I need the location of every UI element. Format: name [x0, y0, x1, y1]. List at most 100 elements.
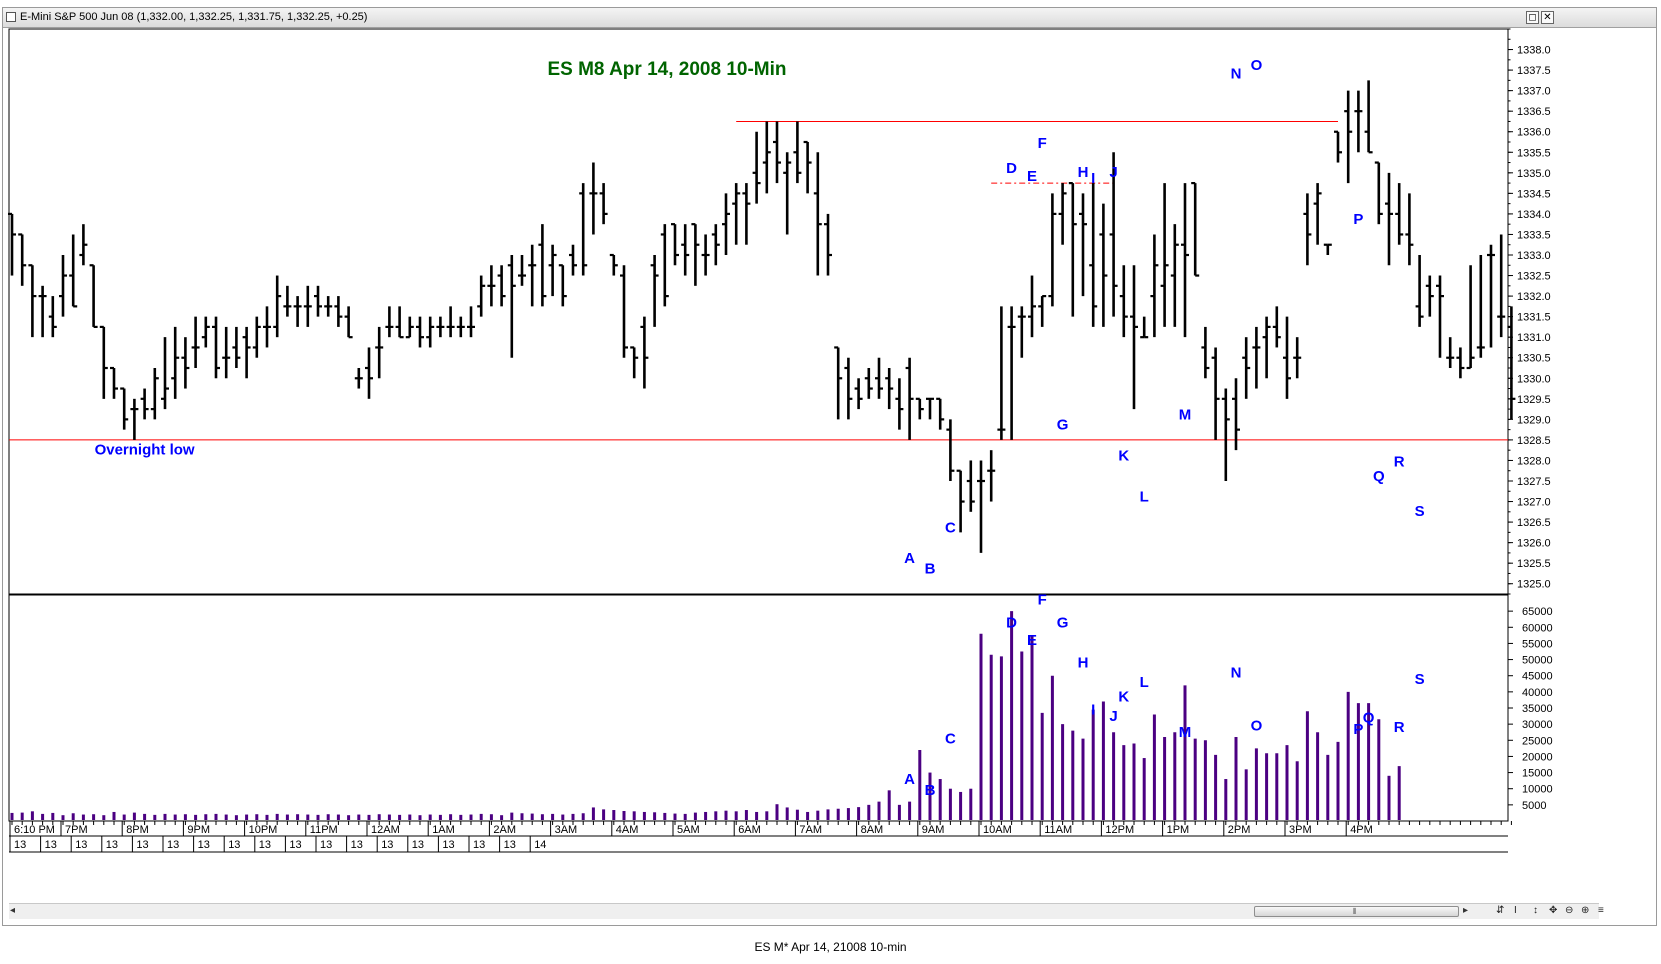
window-titlebar[interactable]: E-Mini S&P 500 Jun 08 (1,332.00, 1,332.2…	[3, 8, 1656, 28]
ohlc-bar	[762, 121, 771, 194]
time-tick-label: 6:10 PM	[14, 824, 55, 836]
price-tick-label: 1338.0	[1517, 45, 1551, 57]
ohlc-bar	[650, 255, 659, 327]
date-tick-label: 13	[75, 839, 87, 851]
ohlc-bar	[864, 368, 873, 399]
price-tick-label: 1337.5	[1517, 65, 1551, 77]
volume-annotation: O	[1251, 718, 1263, 735]
price-tick-label: 1333.5	[1517, 229, 1551, 241]
ohlc-bar	[1354, 90, 1363, 153]
zoom-vertical-icon[interactable]: ↕	[1533, 905, 1538, 916]
ohlc-bar	[120, 387, 129, 430]
price-tick-label: 1328.5	[1517, 435, 1551, 447]
ohlc-bar	[1252, 326, 1261, 389]
zoom-out-icon[interactable]: ⊖	[1565, 905, 1574, 916]
ohlc-bar	[222, 326, 231, 379]
volume-annotation: S	[1415, 671, 1425, 688]
ohlc-bar	[722, 193, 730, 255]
volume-annotation: D	[1006, 614, 1017, 631]
price-tick-label: 1337.0	[1517, 86, 1551, 98]
price-tick-label: 1332.5	[1517, 271, 1551, 283]
ohlc-bar	[314, 285, 322, 317]
price-tick-label: 1325.5	[1517, 558, 1551, 570]
ohlc-bar	[691, 223, 700, 286]
ohlc-bar	[875, 357, 883, 399]
horizontal-scrollbar[interactable]: ◂ ⦀ ▸ ⇵ I ↕ ✥ ⊖ ⊕ ≡	[9, 903, 1604, 919]
volume-tick-label: 15000	[1522, 768, 1553, 780]
ohlc-bar	[150, 368, 159, 420]
time-tick-label: 4PM	[1350, 824, 1373, 836]
price-tick-label: 1334.0	[1517, 209, 1551, 221]
volume-tick-label: 30000	[1522, 719, 1553, 731]
price-tick-label: 1335.5	[1517, 147, 1551, 159]
ohlc-bar	[191, 316, 200, 368]
ohlc-bar	[711, 224, 720, 266]
ohlc-bar	[69, 234, 78, 308]
volume-tick-label: 50000	[1522, 655, 1553, 667]
price-tick-label: 1328.0	[1517, 455, 1551, 467]
ohlc-bar	[956, 469, 965, 533]
scroll-marks-icon[interactable]: ⇵	[1496, 905, 1505, 916]
ohlc-bar	[467, 306, 475, 338]
price-tick-label: 1330.5	[1517, 353, 1551, 365]
price-tick-label: 1329.5	[1517, 394, 1551, 406]
ohlc-bar	[334, 296, 343, 327]
date-tick-label: 13	[289, 839, 301, 851]
volume-tick-label: 40000	[1522, 687, 1553, 699]
ohlc-bar	[1109, 152, 1118, 317]
volume-annotation: E	[1027, 632, 1037, 649]
volume-tick-label: 10000	[1522, 784, 1553, 796]
restore-button[interactable]: ◻	[1526, 11, 1539, 24]
ohlc-bar	[1334, 130, 1342, 163]
scroll-right-arrow-icon[interactable]: ▸	[1463, 905, 1469, 916]
ohlc-bar	[1415, 255, 1424, 327]
volume-tick-label: 55000	[1522, 638, 1553, 650]
time-tick-label: 5AM	[677, 824, 700, 836]
ohlc-bar	[1130, 265, 1138, 410]
cursor-bar-icon[interactable]: I	[1514, 905, 1517, 916]
time-tick-label: 8AM	[861, 824, 884, 836]
date-tick-label: 13	[14, 839, 26, 851]
time-tick-label: 4AM	[616, 824, 639, 836]
volume-bars	[10, 611, 1401, 820]
volume-annotation: N	[1231, 664, 1242, 681]
ohlc-bar	[640, 316, 649, 389]
price-tick-label: 1326.0	[1517, 538, 1551, 550]
more-menu-icon[interactable]: ≡	[1598, 905, 1604, 916]
ohlc-bar	[1476, 255, 1485, 358]
price-annotation: E	[1027, 168, 1037, 185]
price-annotation: J	[1109, 164, 1117, 181]
ohlc-bar	[354, 368, 363, 389]
price-annotation: Overnight low	[95, 441, 195, 458]
zoom-in-icon[interactable]: ⊕	[1581, 905, 1590, 916]
ohlc-bar	[1079, 193, 1087, 297]
ohlc-bar	[1385, 172, 1393, 266]
ohlc-bar	[528, 244, 537, 307]
ohlc-bar	[1160, 183, 1169, 327]
ohlc-bar	[324, 296, 333, 317]
price-tick-label: 1325.0	[1517, 579, 1551, 591]
ohlc-bar	[273, 275, 282, 338]
ohlc-bar	[660, 224, 669, 307]
price-tick-label: 1331.0	[1517, 332, 1551, 344]
ohlc-bar	[609, 253, 618, 276]
ohlc-bar	[844, 357, 853, 420]
ohlc-bar	[1374, 161, 1383, 225]
ohlc-bar	[497, 265, 506, 307]
ohlc-bar	[1150, 234, 1159, 338]
scroll-thumb[interactable]: ⦀	[1254, 906, 1459, 917]
ohlc-bar	[926, 397, 934, 420]
close-button[interactable]: ✕	[1541, 11, 1554, 24]
date-tick-label: 13	[228, 839, 240, 851]
ohlc-bar	[1364, 80, 1373, 154]
figure-caption: ES M* Apr 14, 21008 10-min	[754, 940, 907, 954]
ohlc-bar	[630, 346, 639, 379]
price-annotation: K	[1118, 447, 1129, 464]
ohlc-bar	[1028, 275, 1036, 338]
pan-icon[interactable]: ✥	[1549, 905, 1558, 916]
price-annotation: B	[925, 560, 936, 577]
scroll-left-arrow-icon[interactable]: ◂	[10, 905, 16, 916]
ohlc-bar	[1119, 265, 1128, 338]
price-tick-label: 1335.0	[1517, 168, 1551, 180]
ohlc-bar	[59, 255, 67, 317]
